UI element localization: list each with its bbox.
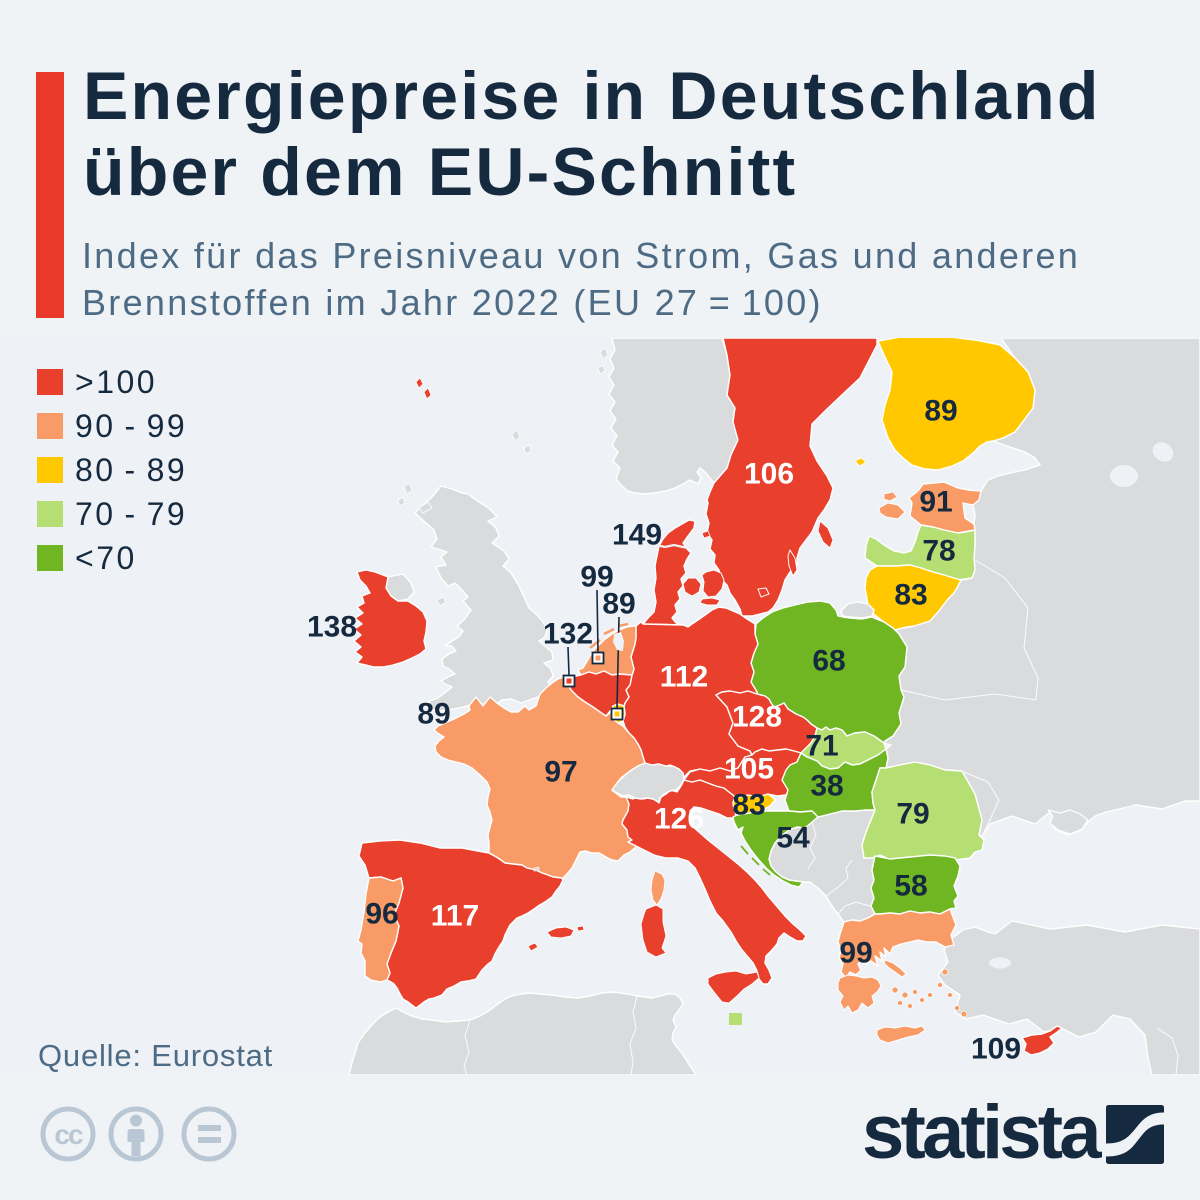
- svg-text:83: 83: [894, 579, 927, 612]
- svg-text:99: 99: [580, 561, 613, 594]
- svg-text:89: 89: [924, 395, 957, 428]
- svg-text:96: 96: [365, 898, 398, 931]
- svg-text:68: 68: [812, 645, 845, 678]
- svg-text:149: 149: [612, 519, 662, 552]
- svg-text:89: 89: [602, 588, 635, 621]
- svg-text:cc: cc: [54, 1119, 83, 1150]
- svg-text:79: 79: [896, 798, 929, 831]
- svg-text:128: 128: [732, 701, 782, 734]
- svg-text:109: 109: [971, 1033, 1021, 1066]
- svg-text:54: 54: [776, 822, 810, 855]
- svg-text:117: 117: [431, 900, 479, 933]
- svg-text:71: 71: [805, 730, 838, 763]
- svg-text:91: 91: [919, 486, 952, 519]
- svg-text:132: 132: [543, 618, 593, 651]
- svg-text:105: 105: [724, 753, 774, 786]
- svg-text:112: 112: [660, 661, 708, 694]
- svg-text:83: 83: [732, 789, 765, 822]
- svg-text:89: 89: [417, 698, 450, 731]
- svg-text:138: 138: [307, 611, 357, 644]
- svg-text:99: 99: [839, 937, 872, 970]
- svg-text:106: 106: [744, 458, 794, 491]
- svg-text:58: 58: [894, 870, 927, 903]
- svg-text:38: 38: [810, 770, 843, 803]
- svg-text:97: 97: [544, 756, 577, 789]
- svg-text:78: 78: [922, 535, 955, 568]
- svg-text:126: 126: [654, 803, 704, 836]
